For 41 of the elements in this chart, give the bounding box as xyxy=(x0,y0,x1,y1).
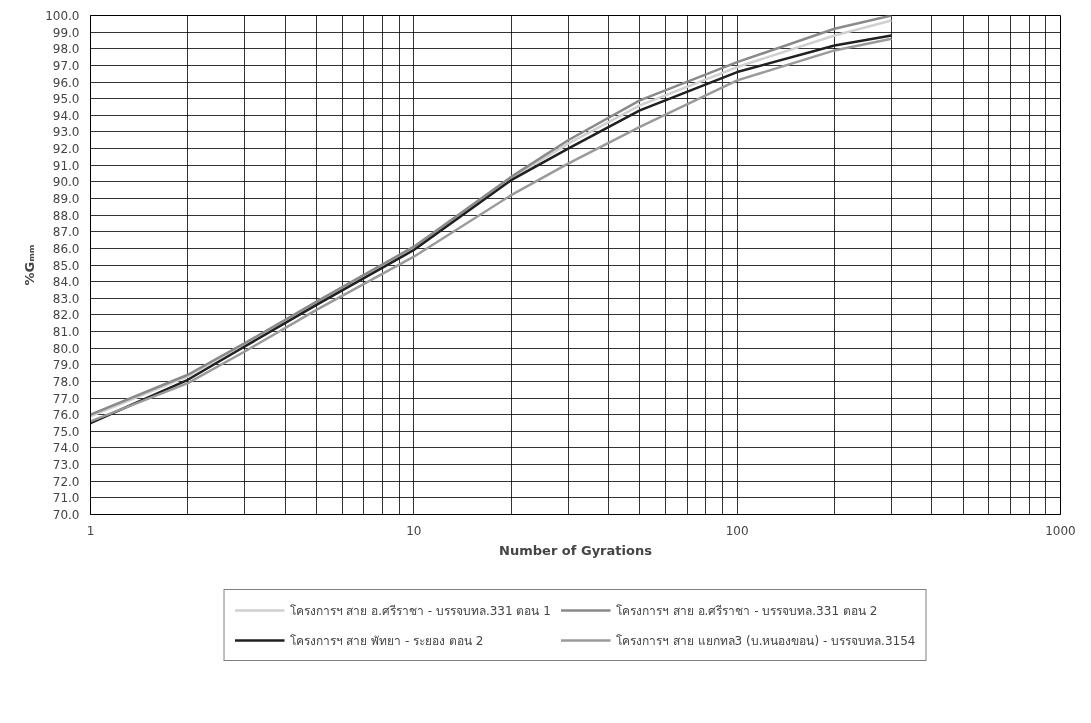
y-tick-label: 81.0 xyxy=(52,325,80,340)
y-tick-label: 97.0 xyxy=(52,58,80,73)
y-tick-label: 83.0 xyxy=(52,291,80,306)
y-tick-label: 100.0 xyxy=(45,9,80,23)
y-tick-label: 86.0 xyxy=(52,241,80,256)
x-tick-label: 1 xyxy=(86,523,95,538)
y-tick-label: 89.0 xyxy=(52,191,80,206)
y-tick-label: 79.0 xyxy=(52,358,80,373)
y-tick-label: 87.0 xyxy=(52,225,80,240)
y-tick-label: 94.0 xyxy=(52,108,80,123)
legend-label: โครงการฯ สาย พัทยา - ระยอง ตอน 2 xyxy=(289,632,484,650)
x-tick-label: 100 xyxy=(725,523,749,538)
y-tick-label: 91.0 xyxy=(52,158,80,173)
y-tick-label: 70.0 xyxy=(52,508,80,522)
y-tick-label: 74.0 xyxy=(52,441,80,456)
y-tick-label: 78.0 xyxy=(52,374,80,389)
y-tick-label: 92.0 xyxy=(52,142,80,157)
y-tick-label: 98.0 xyxy=(52,42,80,57)
x-tick-label: 1000 xyxy=(1045,523,1076,538)
y-tick-label: 95.0 xyxy=(52,92,80,107)
y-tick-label: 73.0 xyxy=(52,458,80,473)
y-tick-label: 93.0 xyxy=(52,125,80,140)
legend-label: โครงการฯ สาย อ.ศรีราชา - บรรจบทล.331 ตอน 2 xyxy=(615,602,878,620)
y-tick-label: 72.0 xyxy=(52,474,80,489)
x-tick-label: 10 xyxy=(406,523,422,538)
y-tick-label: 96.0 xyxy=(52,75,80,90)
y-tick-label: 75.0 xyxy=(52,424,80,439)
y-tick-label: 85.0 xyxy=(52,258,80,273)
y-tick-label: 77.0 xyxy=(52,391,80,406)
y-tick-label: 84.0 xyxy=(52,275,80,290)
y-tick-label: 90.0 xyxy=(52,175,80,190)
y-tick-label: 99.0 xyxy=(52,25,80,40)
y-axis-title: %Gₘₘ xyxy=(22,244,38,286)
y-tick-label: 76.0 xyxy=(52,408,80,423)
y-tick-label: 88.0 xyxy=(52,208,80,223)
legend-label: โครงการฯ สาย อ.ศรีราชา - บรรจบทล.331 ตอน 1 xyxy=(289,602,551,620)
y-tick-label: 82.0 xyxy=(52,308,80,323)
y-tick-label: 80.0 xyxy=(52,341,80,356)
x-axis-title: Number of Gyrations xyxy=(499,542,653,558)
y-tick-label: 71.0 xyxy=(52,491,80,506)
legend-label: โครงการฯ สาย แยกทล3 (บ.หนองขอน) - บรรจบทล.3154 xyxy=(615,632,916,650)
